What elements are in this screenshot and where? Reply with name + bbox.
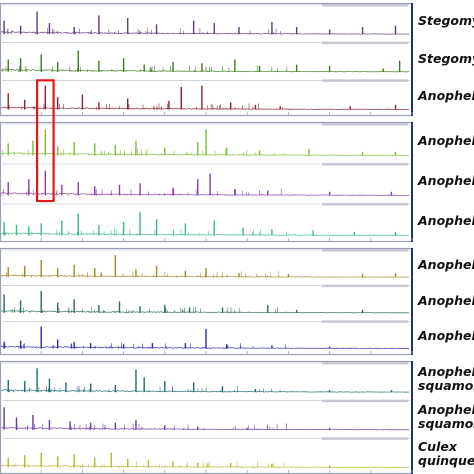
spectrum-1-1 bbox=[0, 4, 410, 35]
species-label: Stegomy bbox=[418, 50, 474, 66]
spectrum-4-3 bbox=[0, 437, 410, 468]
species-label-line: Anophele bbox=[418, 363, 474, 379]
species-label: Anophelesquamos bbox=[418, 401, 474, 431]
spectrum-baseline bbox=[0, 68, 410, 73]
panel-frame bbox=[0, 2, 413, 117]
panel-2 bbox=[0, 121, 413, 243]
spectrum-1-2 bbox=[0, 41, 410, 73]
spectrum-header-text bbox=[322, 4, 408, 7]
spectrum-baseline bbox=[0, 345, 410, 350]
species-label: Anophelesquamos bbox=[418, 363, 474, 393]
panel-frame bbox=[0, 360, 413, 474]
panel-1 bbox=[0, 2, 413, 117]
species-label: Anophele bbox=[418, 134, 474, 148]
spectrum-header-text bbox=[322, 249, 408, 252]
species-label: Anophele bbox=[418, 214, 474, 228]
species-label-line: Stegomy bbox=[418, 12, 474, 28]
spectrum-header-text bbox=[322, 203, 408, 206]
spectrum-baseline bbox=[0, 152, 410, 156]
highlight-box bbox=[35, 79, 55, 203]
spectrum-header-text bbox=[322, 41, 408, 45]
spectrum-2-1 bbox=[0, 123, 410, 156]
spectrum-baseline bbox=[1, 106, 409, 110]
spectrum-3-3 bbox=[0, 320, 410, 350]
species-label-line: squamos bbox=[418, 415, 474, 431]
spectrum-header-text bbox=[322, 284, 408, 288]
spectrum-1-3 bbox=[1, 79, 410, 110]
species-label-line: quinque bbox=[418, 453, 474, 469]
species-label-line: Anophele bbox=[418, 213, 474, 228]
spectrum-header-text bbox=[322, 362, 408, 365]
spectrum-header-text bbox=[322, 437, 408, 440]
species-label-line: Anophele bbox=[418, 328, 474, 344]
spectrum-baseline bbox=[0, 426, 410, 431]
species-label-line: Anophele bbox=[418, 88, 474, 104]
species-label: Anophele bbox=[418, 89, 474, 103]
species-label: Anopheles bbox=[418, 174, 474, 188]
spectrum-header-text bbox=[322, 79, 408, 82]
spectrum-baseline bbox=[0, 389, 410, 393]
spectrum-3-2 bbox=[0, 284, 410, 314]
species-label-line: Anophele bbox=[418, 133, 474, 148]
spectrum-4-2 bbox=[0, 399, 410, 431]
species-label-line: Stegomy bbox=[418, 50, 474, 66]
panel-3 bbox=[0, 247, 413, 356]
species-label-line: Anophele bbox=[418, 401, 474, 417]
spectrum-4-1 bbox=[0, 362, 410, 393]
spectrum-header-text bbox=[322, 320, 408, 323]
species-label-line: Culex bbox=[418, 439, 457, 455]
spectrum-2-2 bbox=[0, 163, 410, 196]
spectrum-header-text bbox=[322, 399, 408, 403]
spectrum-header-text bbox=[322, 163, 408, 166]
species-label-line: squamos bbox=[418, 377, 474, 393]
spectrum-2-3 bbox=[0, 203, 410, 236]
species-label-line: Anophele bbox=[418, 292, 474, 308]
species-label: Stegomy bbox=[418, 12, 474, 28]
species-label: Anophele bbox=[418, 329, 474, 343]
spectrum-3-1 bbox=[0, 249, 410, 278]
species-label-line: Anophele bbox=[418, 256, 474, 272]
species-label: Anophele bbox=[418, 292, 474, 308]
spectrum-baseline bbox=[0, 31, 409, 35]
spectrum-header-text bbox=[322, 123, 408, 126]
species-label-line: Anopheles bbox=[418, 173, 474, 188]
species-label: Anophele bbox=[418, 256, 474, 272]
spectrum-baseline bbox=[0, 232, 410, 236]
spectrum-baseline bbox=[0, 192, 409, 196]
spectrum-baseline bbox=[0, 464, 410, 468]
panel-4 bbox=[0, 360, 413, 474]
species-label: Culex quinque bbox=[418, 440, 474, 468]
